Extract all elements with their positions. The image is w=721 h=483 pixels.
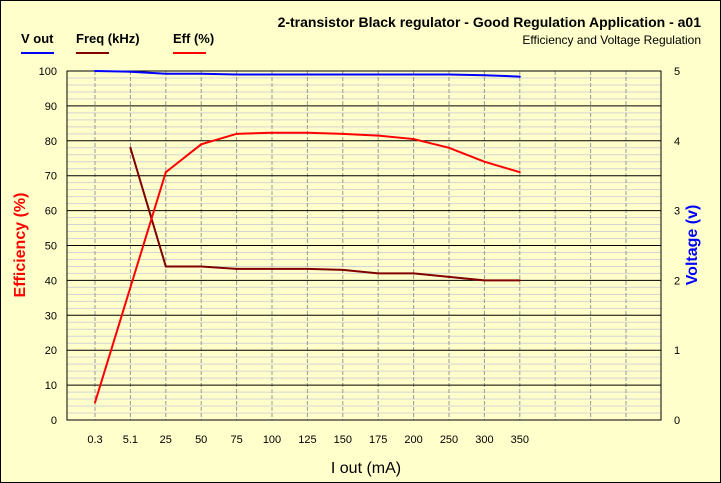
y-tick-label: 0 bbox=[51, 415, 57, 427]
data-point bbox=[518, 171, 521, 174]
data-point bbox=[235, 132, 238, 135]
data-point bbox=[341, 73, 344, 76]
data-point bbox=[483, 279, 486, 282]
x-tick-label: 250 bbox=[440, 434, 458, 446]
plot-border bbox=[66, 70, 662, 421]
data-point bbox=[200, 72, 203, 75]
data-point bbox=[306, 73, 309, 76]
x-tick-label: 350 bbox=[511, 434, 529, 446]
x-tick-label: 5.1 bbox=[123, 434, 138, 446]
data-point bbox=[235, 267, 238, 270]
data-point bbox=[518, 75, 521, 78]
data-point bbox=[341, 132, 344, 135]
data-point bbox=[483, 160, 486, 163]
y-tick-label: 20 bbox=[45, 345, 57, 357]
data-point bbox=[306, 267, 309, 270]
legend-label: V out bbox=[21, 31, 54, 46]
data-point bbox=[306, 131, 309, 134]
data-point bbox=[341, 268, 344, 271]
data-point bbox=[377, 73, 380, 76]
legend-label: Freq (kHz) bbox=[76, 31, 140, 46]
x-tick-label: 75 bbox=[230, 434, 242, 446]
x-tick-label: 150 bbox=[334, 434, 352, 446]
data-point bbox=[271, 73, 273, 76]
y2-tick-label: 0 bbox=[674, 415, 680, 427]
y-tick-label: 100 bbox=[39, 66, 57, 78]
data-point bbox=[412, 73, 415, 76]
data-point bbox=[271, 131, 273, 134]
data-point bbox=[377, 272, 380, 275]
y2-tick-label: 5 bbox=[674, 66, 680, 78]
y-tick-label: 70 bbox=[45, 171, 57, 183]
data-point bbox=[94, 70, 96, 72]
y-tick-label: 30 bbox=[45, 310, 57, 322]
data-point bbox=[200, 265, 203, 268]
y-tick-label: 50 bbox=[45, 241, 57, 253]
data-point bbox=[164, 72, 167, 75]
x-tick-label: 0.3 bbox=[87, 434, 102, 446]
x-tick-label: 25 bbox=[160, 434, 172, 446]
x-tick-label: 100 bbox=[263, 434, 281, 446]
x-axis-label: I out (mA) bbox=[331, 460, 401, 477]
y-tick-label: 60 bbox=[45, 206, 57, 218]
data-point bbox=[448, 73, 450, 76]
data-point bbox=[129, 146, 132, 149]
x-tick-label: 125 bbox=[298, 434, 316, 446]
data-point bbox=[235, 73, 238, 76]
data-point bbox=[129, 70, 132, 73]
chart-title: 2-transistor Black regulator - Good Regu… bbox=[278, 14, 702, 30]
data-point bbox=[448, 146, 450, 149]
series-line-1 bbox=[129, 147, 520, 282]
y2-axis-label: Voltage (v) bbox=[684, 205, 701, 286]
data-point bbox=[518, 279, 521, 282]
data-point bbox=[483, 74, 486, 77]
data-point bbox=[200, 143, 203, 146]
data-point bbox=[129, 286, 132, 289]
x-tick-label: 200 bbox=[404, 434, 422, 446]
y-tick-label: 80 bbox=[45, 136, 57, 148]
legend-label: Eff (%) bbox=[173, 31, 214, 46]
chart-subtitle: Efficiency and Voltage Regulation bbox=[522, 33, 701, 47]
y-axis-label: Efficiency (%) bbox=[12, 193, 29, 298]
y-tick-label: 10 bbox=[45, 380, 57, 392]
y-tick-label: 40 bbox=[45, 275, 57, 287]
data-point bbox=[448, 275, 450, 278]
data-point bbox=[94, 401, 96, 404]
data-point bbox=[164, 265, 167, 268]
y2-tick-label: 2 bbox=[674, 275, 680, 287]
y2-tick-label: 4 bbox=[674, 136, 680, 148]
x-tick-label: 50 bbox=[195, 434, 207, 446]
y2-tick-label: 1 bbox=[674, 345, 680, 357]
data-point bbox=[412, 138, 415, 141]
data-point bbox=[164, 171, 167, 174]
x-tick-label: 300 bbox=[475, 434, 493, 446]
data-point bbox=[412, 272, 415, 275]
y-tick-label: 90 bbox=[45, 101, 57, 113]
data-point bbox=[271, 267, 273, 270]
y2-tick-label: 3 bbox=[674, 206, 680, 218]
x-tick-label: 175 bbox=[369, 434, 387, 446]
data-point bbox=[377, 134, 380, 137]
